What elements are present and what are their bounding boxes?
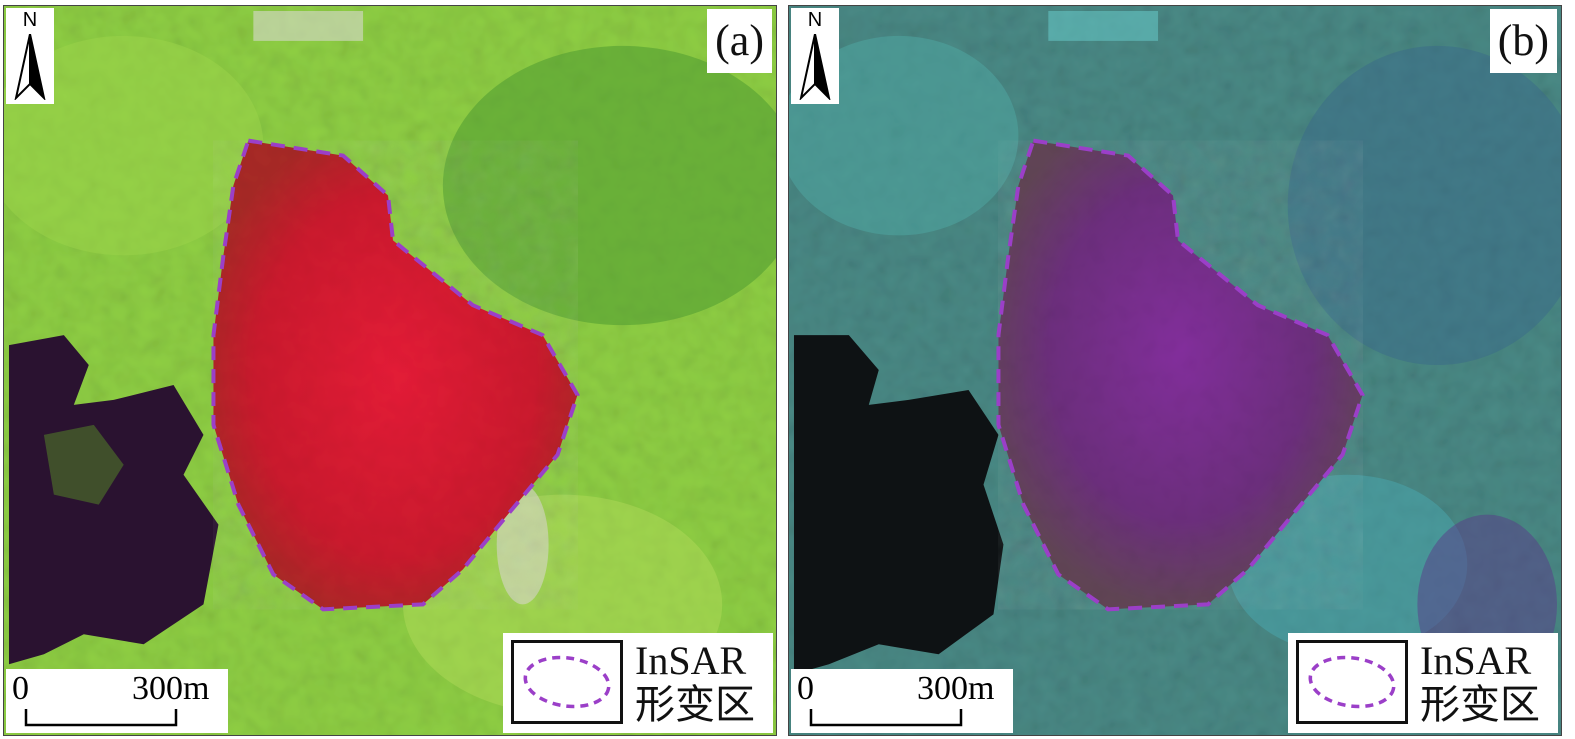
scale-bar-a: 0 300m (6, 669, 228, 733)
north-arrow-b: N (791, 8, 839, 104)
north-label: N (807, 9, 823, 31)
legend-b: InSAR 形变区 (1288, 633, 1558, 733)
legend-text-line1: InSAR (1420, 638, 1532, 683)
legend-text-line2: 形变区 (635, 682, 755, 727)
scale-bar-icon (809, 709, 963, 727)
panel-label-a: (a) (707, 9, 772, 73)
scale-start: 0 (797, 670, 814, 707)
north-arrow-icon (799, 34, 831, 100)
legend-text-line2: 形变区 (1420, 682, 1540, 727)
legend-symbol-box (1296, 640, 1408, 724)
panel-label-b: (b) (1489, 9, 1557, 73)
legend-text-line1: InSAR (635, 638, 747, 683)
satellite-image-a (4, 6, 776, 735)
north-arrow-icon (14, 34, 46, 100)
scale-bar-icon (24, 709, 178, 727)
dashed-ellipse-icon (1308, 655, 1396, 709)
north-arrow-a: N (6, 8, 54, 104)
satellite-image-b (789, 6, 1561, 735)
insar-deformation-outline-a (211, 138, 580, 612)
dashed-ellipse-icon (523, 655, 611, 709)
scale-start: 0 (12, 670, 29, 707)
scale-end: 300m (917, 670, 995, 707)
legend-symbol-box (511, 640, 623, 724)
insar-deformation-outline-b (996, 138, 1365, 612)
map-panel-b: N (b) 0 300m InSAR 形变区 (788, 5, 1562, 736)
scale-bar-b: 0 300m (791, 669, 1013, 733)
legend-a: InSAR 形变区 (503, 633, 773, 733)
north-label: N (22, 9, 38, 31)
map-panel-a: N (a) 0 300m InSAR 形变区 (3, 5, 777, 736)
scale-end: 300m (132, 670, 210, 707)
